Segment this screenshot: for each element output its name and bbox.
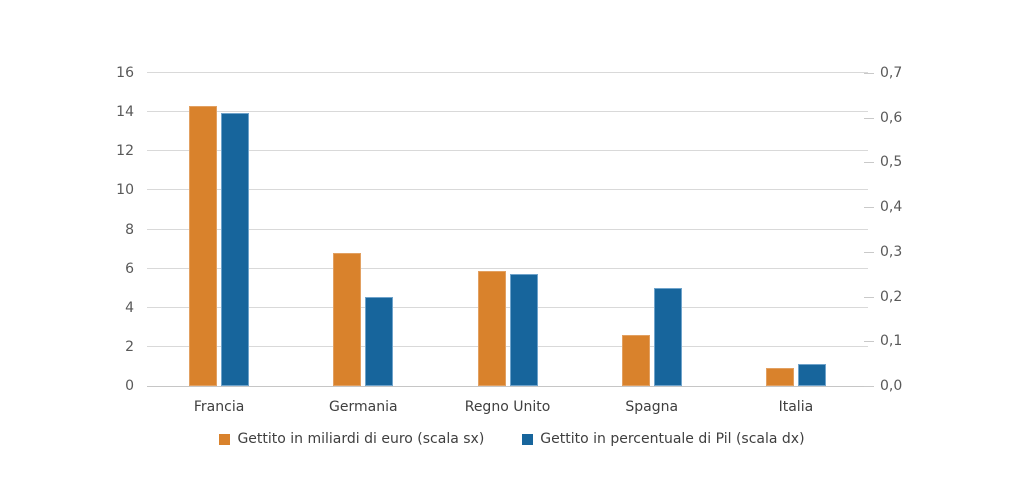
gridline-4 xyxy=(147,306,868,308)
bar-italia-euro xyxy=(765,368,794,386)
right-tick-0,2: 0,2 xyxy=(880,288,903,305)
legend: Gettito in miliardi di euro (scala sx) G… xyxy=(0,431,1024,447)
right-tick-0,4: 0,4 xyxy=(880,199,903,216)
gridline-14 xyxy=(147,111,868,113)
right-tick-0,7: 0,7 xyxy=(880,65,903,81)
left-tick-12: 12 xyxy=(116,143,134,160)
right-tickmark-0,0 xyxy=(864,386,874,387)
left-axis: 0 2 4 6 8 10 12 14 16 xyxy=(90,66,140,393)
legend-item-gettito-euro: Gettito in miliardi di euro (scala sx) xyxy=(219,431,484,447)
left-tick-4: 4 xyxy=(125,299,134,316)
right-tickmark-0,6 xyxy=(864,117,874,119)
right-tickmark-0,5 xyxy=(864,162,874,164)
bar-germania-euro xyxy=(333,253,362,386)
bar-spagna-euro xyxy=(621,335,650,386)
category-label-italia: Italia xyxy=(778,399,814,415)
gridline-12 xyxy=(147,150,868,152)
category-label-spagna: Spagna xyxy=(625,399,679,415)
category-axis: Francia Germania Regno Unito Spagna Italia xyxy=(147,399,868,419)
left-tick-6: 6 xyxy=(125,260,134,277)
right-tick-0,3: 0,3 xyxy=(880,243,903,260)
bar-francia-euro xyxy=(189,106,218,386)
legend-item-gettito-pil: Gettito in percentuale di Pil (scala dx) xyxy=(522,431,805,447)
bar-germania-pil xyxy=(365,297,394,386)
gridline-2 xyxy=(147,345,868,347)
left-tick-2: 2 xyxy=(125,338,134,355)
gridline-16 xyxy=(147,72,868,73)
gridline-10 xyxy=(147,189,868,191)
right-tickmark-0,7 xyxy=(864,73,874,74)
legend-label-gettito-pil: Gettito in percentuale di Pil (scala dx) xyxy=(540,431,805,447)
left-tick-10: 10 xyxy=(116,182,134,199)
legend-label-gettito-euro: Gettito in miliardi di euro (scala sx) xyxy=(237,431,485,447)
bar-regno-unito-pil xyxy=(509,274,538,386)
category-label-regno-unito: Regno Unito xyxy=(464,399,551,415)
category-label-francia: Francia xyxy=(193,399,245,415)
plot-area xyxy=(147,72,868,387)
left-tick-14: 14 xyxy=(116,104,134,121)
bar-francia-pil xyxy=(221,113,250,386)
left-tick-16: 16 xyxy=(116,65,134,81)
gridline-8 xyxy=(147,228,868,230)
left-tick-8: 8 xyxy=(125,221,134,238)
left-tick-0: 0 xyxy=(125,378,134,394)
right-tick-0,6: 0,6 xyxy=(880,109,903,126)
right-tickmark-0,1 xyxy=(864,341,874,343)
right-tickmark-0,2 xyxy=(864,296,874,298)
right-tickmark-0,3 xyxy=(864,251,874,253)
right-tick-0,5: 0,5 xyxy=(880,154,903,171)
category-label-germania: Germania xyxy=(329,399,398,415)
bar-spagna-pil xyxy=(653,288,682,386)
bar-italia-pil xyxy=(797,364,826,386)
bar-regno-unito-euro xyxy=(477,271,506,386)
blue-square-icon xyxy=(522,433,534,445)
right-tick-0,1: 0,1 xyxy=(880,333,903,350)
gridline-6 xyxy=(147,267,868,269)
right-tick-0,0: 0,0 xyxy=(880,378,903,394)
right-axis: 0,0 0,1 0,2 0,3 0,4 0,5 0,6 0,7 xyxy=(880,66,940,393)
orange-square-icon xyxy=(219,433,231,445)
gridline-0 xyxy=(147,386,868,387)
right-tickmark-0,4 xyxy=(864,207,874,209)
